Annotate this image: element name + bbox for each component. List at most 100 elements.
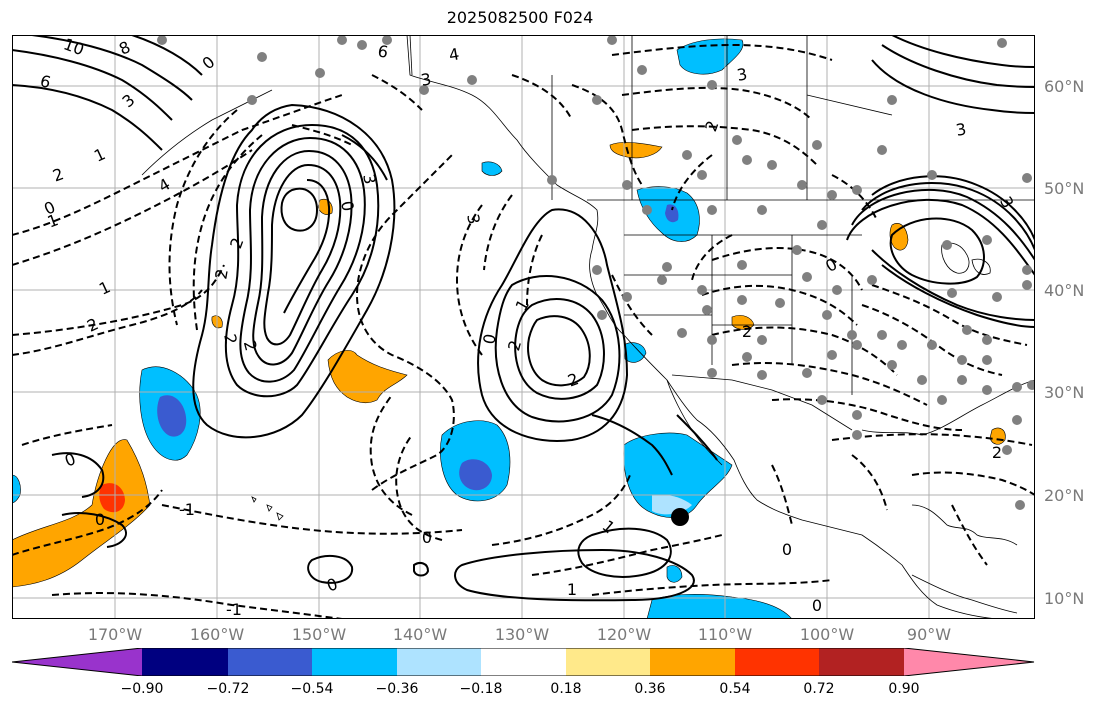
contour-label: 2: [504, 338, 525, 353]
lon-label-110: 110°W: [697, 625, 753, 644]
northeast-low-ring-2: [861, 181, 1035, 251]
north-edge-contour-1: [891, 35, 1035, 68]
south-small-ring: [307, 554, 354, 584]
colorbar-bin-2: [228, 648, 312, 676]
blue-region-gulf-alaska: [481, 161, 503, 176]
blue-region-small-california: [623, 342, 647, 363]
colorbar-bin-3: [312, 648, 397, 676]
canada-provinces: [551, 35, 893, 200]
high-ring-4: [263, 163, 342, 346]
contour-label: 6: [38, 71, 53, 92]
blue-region-alaska: [676, 38, 744, 75]
lat-label-60: 60°N: [1044, 77, 1085, 96]
south-low-ring-2: [454, 548, 695, 602]
orange-region-gulf: [989, 427, 1006, 445]
northeast-low-ring-5: [889, 217, 985, 285]
lat-label-50: 50°N: [1044, 179, 1085, 198]
contour-label: 0: [422, 528, 432, 547]
colorbar-bin-9: [819, 648, 904, 676]
colorbar-bin-8: [735, 648, 819, 676]
central-america: [911, 574, 1018, 614]
colorbar-high-extend: [904, 648, 1034, 676]
contour-label: 0: [812, 596, 822, 615]
high-east-ring-2: [527, 315, 591, 387]
darkblue-core-hawaii-west: [157, 395, 187, 437]
south-low-ring-1: [577, 527, 672, 578]
colorbar-tick: 0.90: [888, 681, 920, 697]
high-east-ring-1: [514, 298, 605, 400]
center-south-contour: [591, 414, 673, 476]
contour-label: 0: [782, 540, 792, 559]
lon-label-130: 130°W: [494, 625, 550, 644]
lon-label-150: 150°W: [291, 625, 347, 644]
contour-label: 3: [735, 64, 748, 84]
map-title: 2025082500 F024: [446, 8, 594, 27]
contour-label: 3: [419, 69, 432, 89]
colorbar-tick: 0.72: [803, 681, 835, 697]
contour-label: -1: [179, 500, 195, 519]
contour-label: 2: [992, 443, 1002, 462]
northeast-low-ring-3: [851, 188, 1035, 261]
northwest-contour-4: [131, 35, 203, 76]
high-east-ring-3: [494, 275, 621, 423]
coastlines: [141, 35, 1035, 619]
lon-label-90: 90°W: [906, 625, 952, 644]
high-ring-5: [283, 179, 331, 314]
hawaiian-islands: [251, 496, 284, 521]
alaska-canada-border: [409, 35, 413, 76]
contour-label: 6: [376, 41, 389, 61]
west-zero-contour: [51, 452, 105, 498]
black-marker: [671, 508, 689, 526]
blue-region-south-pacific: [666, 565, 683, 583]
us-mexico-border: [671, 374, 853, 431]
northeast-low-ring-7: [881, 264, 1035, 328]
gulf-coast: [861, 379, 1035, 436]
baja-contour: [676, 414, 718, 461]
great-lakes: [941, 242, 991, 275]
contour-label: 2: [220, 332, 240, 345]
contour-label: 3: [463, 212, 483, 225]
colorbar-tick: 0.54: [719, 681, 751, 697]
colorbar-low-extend: [12, 648, 142, 676]
florida-yucatan: [911, 504, 1018, 546]
high-ring-outer: [192, 103, 396, 439]
contour-label: 0: [95, 510, 105, 529]
colorbar-bin-1: [142, 648, 228, 676]
orange-region-canada: [609, 142, 663, 159]
colorbar-bin-5: [481, 648, 566, 676]
northwest-contour-2: [12, 84, 163, 151]
colorbar-bin-4: [397, 648, 481, 676]
high-ring-3: [252, 149, 353, 366]
colorbar-outline: [12, 648, 1035, 676]
contour-label: 2: [211, 267, 231, 280]
north-america-coast: [406, 35, 998, 619]
northwest-contour-1: [12, 49, 173, 121]
colorbar: [12, 648, 1035, 676]
central-zero-line: [341, 134, 388, 181]
lon-label-140: 140°W: [392, 625, 448, 644]
lon-label-160: 160°W: [189, 625, 245, 644]
map-background: [12, 35, 1035, 619]
contour-label: 0: [337, 199, 357, 212]
high-ring-1: [224, 123, 380, 398]
lon-label-100: 100°W: [799, 625, 855, 644]
contour-label: 1: [567, 580, 577, 599]
northwest-contour-3: [31, 35, 193, 101]
forecast-map[interactable]: 10 8 6 4 3 2 1 0 -1 6 4 3 0 3 2 1 0 2 2 …: [12, 35, 1035, 619]
colorbar-tick: −0.54: [290, 681, 334, 697]
high-ring-2: [239, 136, 366, 383]
lon-label-120: 120°W: [596, 625, 652, 644]
lat-label-40: 40°N: [1044, 281, 1085, 300]
northeast-low-ring-6: [871, 249, 1035, 321]
northeast-low-ring-1: [871, 175, 1035, 241]
colorbar-tick: 0.36: [634, 681, 666, 697]
observation-points: [157, 35, 1035, 510]
map-frame: [12, 35, 1035, 619]
contour-label: -1: [226, 600, 242, 619]
west-zero-contour-2: [61, 512, 127, 548]
contour-label: 3: [954, 119, 967, 139]
north-edge-contour-2: [881, 44, 1035, 88]
south-tiny-ring: [413, 562, 430, 577]
colorbar-bin-6: [566, 648, 650, 676]
lat-label-10: 10°N: [1044, 589, 1085, 608]
